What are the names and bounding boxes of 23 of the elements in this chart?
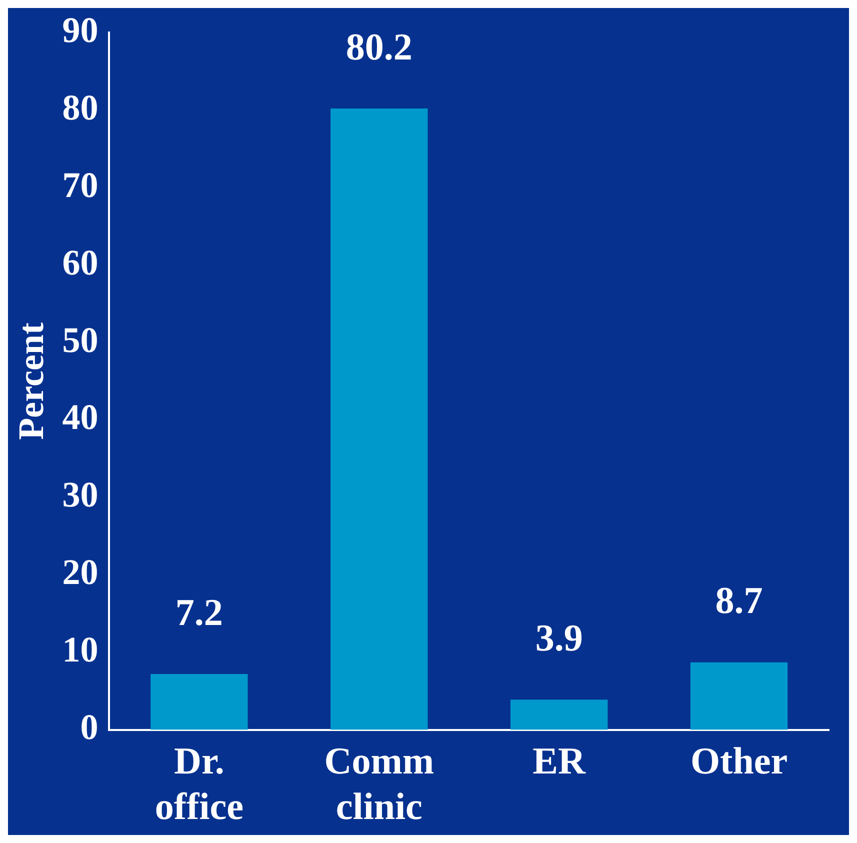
bar (690, 662, 788, 730)
y-tick-label: 10 (62, 630, 98, 670)
y-tick-label: 50 (62, 320, 98, 360)
bar (150, 674, 248, 730)
y-tick-label: 80 (62, 87, 98, 128)
bar (330, 108, 428, 730)
data-label: 7.2 (175, 592, 223, 634)
y-tick-label: 90 (62, 10, 98, 50)
data-label: 8.7 (715, 580, 763, 622)
data-label: 80.2 (346, 26, 412, 68)
y-tick-label: 70 (62, 164, 98, 205)
y-axis-title: Percent (10, 322, 51, 440)
x-tick-label: Comm clinic (324, 740, 434, 828)
x-tick-label: ER (532, 740, 586, 782)
y-tick-label: 20 (62, 552, 98, 592)
y-tick-label: 30 (62, 474, 98, 515)
bar (510, 700, 608, 730)
y-tick-label: 60 (62, 242, 98, 282)
y-tick-label: 40 (62, 397, 98, 438)
data-label: 3.9 (535, 617, 583, 660)
x-tick-label: Other (690, 740, 788, 782)
y-tick-label: 0 (80, 707, 98, 748)
x-tick-label: Dr. office (154, 740, 244, 828)
